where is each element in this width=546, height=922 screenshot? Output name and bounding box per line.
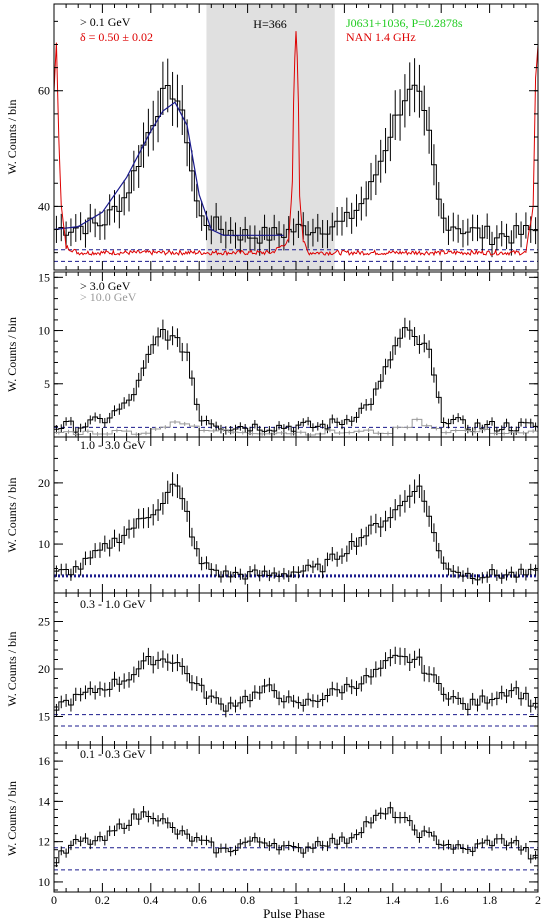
radio-profile-line (53, 31, 539, 257)
panel-4-label-1: 0.1 - 0.3 GeV (80, 747, 146, 761)
x-tick-label: 0.2 (95, 893, 110, 907)
counts-histogram (54, 483, 538, 581)
y-tick-label: 10 (38, 537, 50, 551)
y-tick-label: 20 (38, 662, 50, 676)
panel-2-label-1: 1.0 - 3.0 GeV (80, 438, 146, 452)
counts-histogram (54, 807, 538, 864)
y-axis-label: W. Counts / bin (5, 317, 19, 392)
y-tick-label: 15 (38, 270, 50, 284)
y-tick-label: 40 (38, 199, 50, 213)
radio-label: NAN 1.4 GHz (346, 30, 416, 44)
x-tick-label: 0.8 (240, 893, 255, 907)
x-tick-label: 0 (51, 893, 57, 907)
panel-frame (53, 592, 539, 746)
x-axis-label: Pulse Phase (263, 906, 325, 921)
x-tick-label: 0.6 (192, 893, 207, 907)
y-axis-label: W. Counts / bin (5, 632, 19, 707)
y-tick-label: 20 (38, 476, 50, 490)
counts-histogram (54, 327, 538, 433)
y-tick-label: 14 (38, 794, 50, 808)
y-axis-label: W. Counts / bin (5, 478, 19, 553)
counts-histogram (54, 84, 538, 245)
x-tick-label: 1.4 (385, 893, 400, 907)
y-tick-label: 25 (38, 615, 50, 629)
panel-1-label-1: > 3.0 GeV (80, 279, 131, 293)
y-tick-label: 12 (38, 835, 50, 849)
panel-frame (53, 436, 539, 594)
x-tick-label: 1 (293, 893, 299, 907)
panel-3: 0.3 - 1.0 GeV 15 20 25 W. Counts / bin (5, 592, 539, 746)
htest-label: H=366 (253, 17, 286, 31)
y-axis-label: W. Counts / bin (5, 781, 19, 856)
panel-0: > 0.1 GeV δ = 0.50 ± 0.02 H=366 J0631+10… (5, 3, 539, 271)
panel-1: > 3.0 GeV > 10.0 GeV 5 10 15 W. Counts / bi… (5, 270, 539, 438)
y-axis-label: W. Counts / bin (5, 100, 19, 175)
x-tick-label: 0.4 (143, 893, 158, 907)
y-tick-label: 10 (38, 324, 50, 338)
y-tick-label: 15 (38, 710, 50, 724)
panel-0-energy-label: > 0.1 GeV (80, 15, 131, 29)
x-tick-label: 1.8 (482, 893, 497, 907)
y-tick-label: 5 (44, 377, 50, 391)
panel-3-label-1: 0.3 - 1.0 GeV (80, 597, 146, 611)
y-tick-label: 60 (38, 84, 50, 98)
y-tick-label: 10 (38, 875, 50, 889)
panel-0-delta-label: δ = 0.50 ± 0.02 (80, 30, 153, 44)
x-tick-label: 1.6 (434, 893, 449, 907)
pulsar-label: J0631+1036, P=0.2878s (346, 16, 463, 30)
y-tick-label: 16 (38, 754, 50, 768)
panel-1-label-2: > 10.0 GeV (80, 290, 137, 304)
counts-histogram (54, 654, 538, 712)
x-tick-label: 1.2 (337, 893, 352, 907)
panel-2: 1.0 - 3.0 GeV 10 20 W. Counts / bin (5, 436, 539, 594)
x-tick-label: 2 (535, 893, 541, 907)
panel-4: 0.1 - 0.3 GeV 10 12 14 16 W. Counts / bin (5, 744, 539, 893)
fit-curve (53, 101, 284, 236)
